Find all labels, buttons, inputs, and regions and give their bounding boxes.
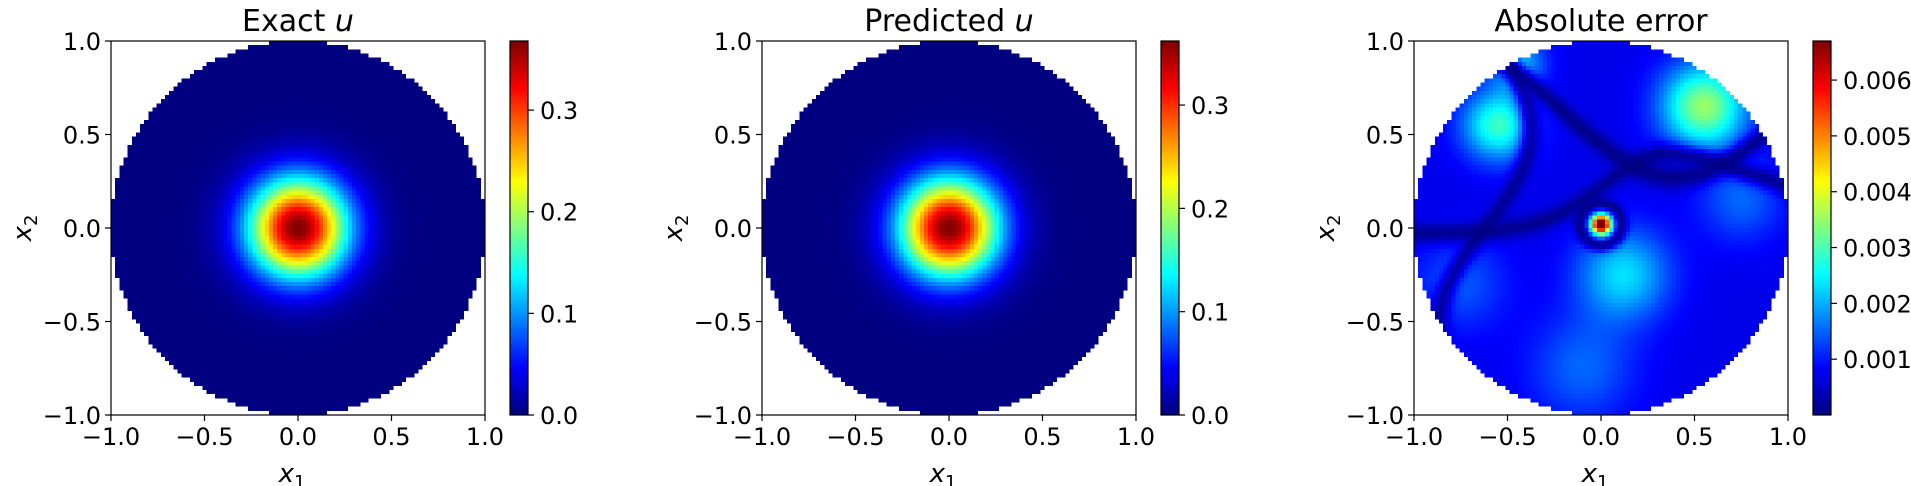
colorbar-tick-label: 0.002: [1843, 290, 1911, 318]
y-axis-label: x2: [8, 215, 42, 243]
panel-2: Predicted u −1.0 −0.5 0.0 0.5 1.0 −1.0 −0.5 0.0 0…: [659, 4, 1229, 486]
y-tick-label: 0.5: [1366, 122, 1404, 150]
colorbar: [510, 41, 528, 415]
x-tick-label: 0.0: [1582, 423, 1620, 451]
x-tick-label: −0.5: [1478, 423, 1536, 451]
y-tick-label: −0.5: [43, 309, 101, 337]
x-tick-label: −0.5: [826, 423, 884, 451]
x-axis-label: x1: [278, 459, 306, 486]
colorbar: [1813, 41, 1831, 415]
y-tick-label: 1.0: [63, 28, 101, 56]
y-tick-label: 0.5: [63, 122, 101, 150]
plot-title: Predicted u: [864, 4, 1033, 39]
x-tick-label: 0.0: [279, 423, 317, 451]
colorbar-tick-label: 0.0: [540, 402, 578, 430]
y-tick-label: −1.0: [43, 402, 101, 430]
colorbar-tick-label: 0.001: [1843, 346, 1911, 374]
heatmap-image: [762, 41, 1136, 415]
plot-title: Exact u: [242, 4, 354, 39]
y-tick-label: −1.0: [694, 402, 752, 430]
heatmap-image: [111, 41, 485, 415]
colorbar-tick-label: 0.2: [1191, 195, 1229, 223]
x-tick-label: 0.5: [1675, 423, 1713, 451]
colorbar-tick-label: 0.3: [1191, 92, 1229, 120]
y-tick-label: 1.0: [714, 28, 752, 56]
colorbar-tick-label: 0.005: [1843, 123, 1911, 151]
y-tick-label: 0.0: [1366, 215, 1404, 243]
y-axis-label: x2: [1311, 215, 1345, 243]
y-tick-label: −0.5: [694, 309, 752, 337]
x-tick-label: −1.0: [82, 423, 140, 451]
x-tick-label: 0.5: [1023, 423, 1061, 451]
panel-3: Absolute error −1.0 −0.5 0.0 0.5 1.0 −1.0 −0.5 0…: [1311, 4, 1911, 486]
plot-title-text: Exact: [242, 4, 326, 39]
colorbar-frame: [1812, 40, 1832, 416]
plot-title: Absolute error: [1494, 4, 1708, 39]
colorbar-tick-label: 0.006: [1843, 67, 1911, 95]
x-tick-label: −1.0: [1385, 423, 1443, 451]
colorbar: [1161, 41, 1179, 415]
y-tick-label: −1.0: [1346, 402, 1404, 430]
y-tick-label: −0.5: [1346, 309, 1404, 337]
plot-title-text: Predicted: [864, 4, 1005, 39]
y-axis-label: x2: [659, 215, 693, 243]
x-tick-label: 1.0: [466, 423, 504, 451]
x-axis-label: x1: [929, 459, 957, 486]
heatmap-image: [1414, 41, 1788, 415]
x-tick-label: 1.0: [1117, 423, 1155, 451]
colorbar-tick-label: 0.2: [540, 199, 578, 227]
x-tick-label: −1.0: [733, 423, 791, 451]
plot-title-var: u: [325, 4, 354, 39]
y-tick-label: 0.0: [63, 215, 101, 243]
panel-1: Exact u −1.0 −0.5 0.0 0.5 1.0 −1.0 −0.5 0.0 0.5 1.…: [8, 4, 578, 486]
x-axis-label: x1: [1581, 459, 1609, 486]
x-tick-label: −0.5: [175, 423, 233, 451]
colorbar-tick-label: 0.0: [1191, 402, 1229, 430]
colorbar-tick-label: 0.1: [540, 300, 578, 328]
x-tick-label: 0.5: [372, 423, 410, 451]
colorbar-tick-label: 0.3: [540, 97, 578, 125]
x-tick-label: 1.0: [1769, 423, 1807, 451]
plot-title-text: Absolute error: [1494, 4, 1708, 39]
plot-title-var: u: [1005, 4, 1034, 39]
colorbar-tick-label: 0.003: [1843, 235, 1911, 263]
colorbar-tick-label: 0.1: [1191, 299, 1229, 327]
colorbar-frame: [509, 40, 529, 416]
y-tick-label: 0.0: [714, 215, 752, 243]
y-tick-label: 1.0: [1366, 28, 1404, 56]
y-tick-label: 0.5: [714, 122, 752, 150]
colorbar-tick-label: 0.004: [1843, 179, 1911, 207]
x-tick-label: 0.0: [930, 423, 968, 451]
colorbar-frame: [1160, 40, 1180, 416]
